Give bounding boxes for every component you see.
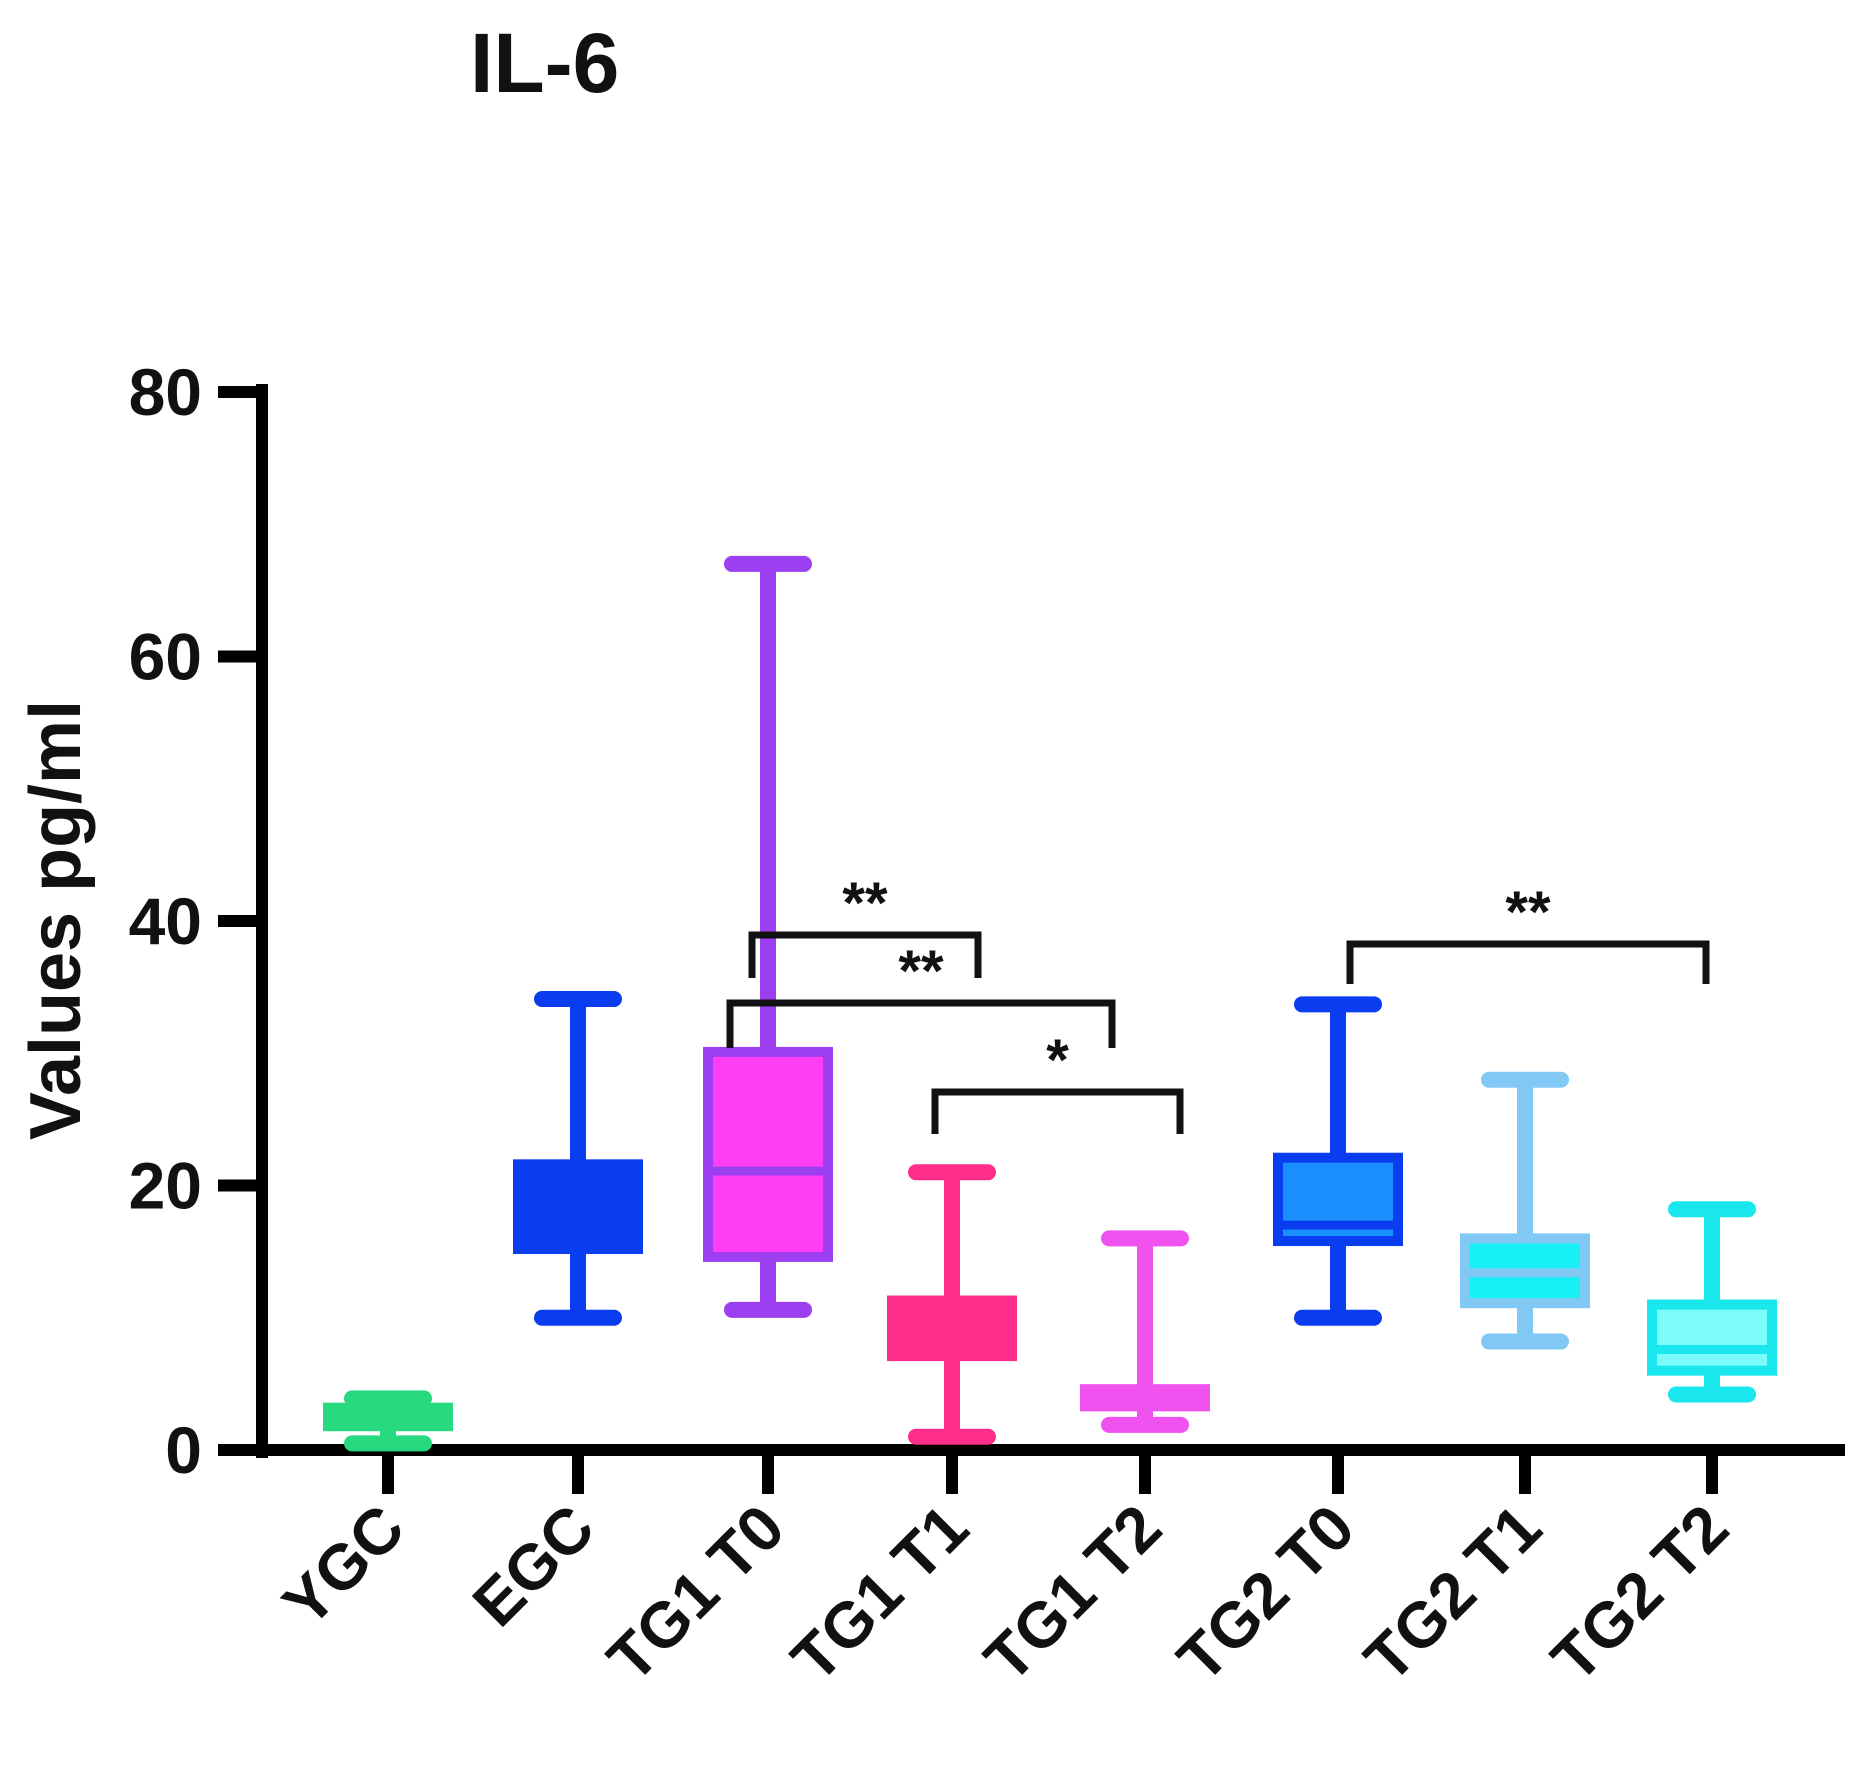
x-tick-label: EGC — [459, 1491, 608, 1640]
significance-bracket: ** — [1346, 880, 1710, 984]
x-tick-label: TG1 T0 — [594, 1491, 798, 1695]
y-tick-label: 80 — [129, 355, 202, 429]
x-tick-label: YGC — [269, 1491, 418, 1640]
significance-bracket: ** — [726, 939, 1116, 1048]
y-tick-label: 20 — [129, 1149, 202, 1223]
x-tick-label: TG1 T1 — [778, 1491, 982, 1695]
bracket-line — [748, 931, 982, 978]
significance-label: ** — [842, 871, 888, 936]
significance-label: * — [1046, 1028, 1069, 1093]
y-tick-label: 60 — [129, 620, 202, 694]
bracket-line — [931, 1088, 1184, 1134]
plot-area — [323, 555, 1777, 1452]
box-tg1-t2 — [1080, 1230, 1210, 1433]
box-tg1-t0 — [703, 555, 833, 1318]
box-tg2-t1 — [1460, 1071, 1590, 1350]
x-tick-label: TG2 T2 — [1538, 1491, 1742, 1695]
iqr-box — [703, 1046, 833, 1262]
chart-title: IL-6 — [470, 16, 619, 110]
iqr-box — [1647, 1299, 1777, 1376]
y-tick-label: 40 — [129, 884, 202, 958]
box-tg2-t0 — [1273, 996, 1403, 1326]
significance-label: ** — [898, 939, 944, 1004]
significance-bracket: ** — [748, 871, 982, 978]
box-ygc — [323, 1390, 453, 1452]
box-tg1-t1 — [887, 1164, 1017, 1445]
significance-bracket: * — [931, 1028, 1184, 1134]
box-tg2-t2 — [1647, 1201, 1777, 1403]
significance-label: ** — [1505, 880, 1551, 945]
significance-brackets: ******* — [726, 871, 1710, 1134]
bracket-line — [1346, 940, 1710, 984]
y-axis: 0 20 40 60 80 — [129, 355, 268, 1487]
x-tick-label: TG1 T2 — [971, 1491, 1175, 1695]
y-axis-label: Values pg/ml — [16, 700, 96, 1140]
y-tick-label: 0 — [165, 1413, 202, 1487]
bracket-line — [726, 999, 1116, 1048]
x-tick-label: TG2 T1 — [1351, 1491, 1555, 1695]
x-tick-label: TG2 T0 — [1164, 1491, 1368, 1695]
box-egc — [513, 991, 643, 1326]
